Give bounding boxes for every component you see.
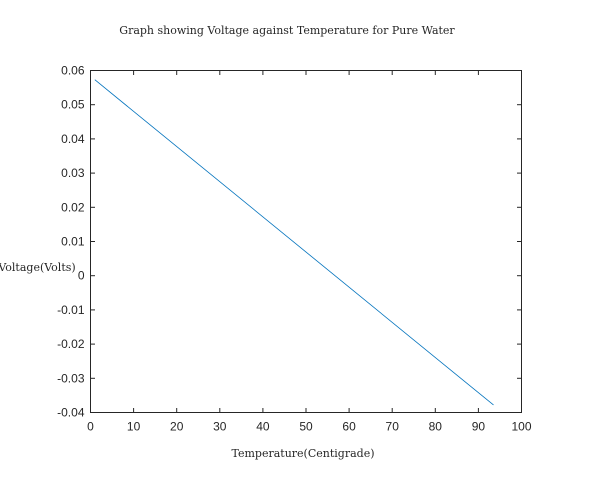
- y-axis-label: Voltage(Volts): [0, 261, 76, 274]
- x-tick-label: 0: [87, 420, 94, 434]
- y-tick-label: 0.05: [61, 98, 85, 112]
- y-tick-label: 0: [78, 269, 85, 283]
- y-tick-label: -0.04: [57, 406, 85, 420]
- y-tick-label: -0.03: [57, 371, 85, 385]
- x-tick-label: 20: [170, 420, 184, 434]
- plot-area: [90, 70, 522, 413]
- x-axis-label: Temperature(Centigrade): [231, 447, 374, 460]
- series-line: [94, 79, 494, 406]
- ticks-layer: 0 10 20 30 40 50 60 70 80 90 100 -0.04 -0.03 -0.02 -0.…: [57, 64, 532, 434]
- y-tick-label: -0.01: [57, 303, 85, 317]
- x-tick-label: 90: [472, 420, 486, 434]
- chart-title: Graph showing Voltage against Temperatur…: [119, 24, 455, 37]
- x-tick-label: 10: [127, 420, 141, 434]
- y-tick-label: -0.02: [57, 337, 85, 351]
- x-tick-label: 40: [256, 420, 270, 434]
- x-tick-label: 50: [299, 420, 313, 434]
- y-tick-label: 0.02: [61, 200, 85, 214]
- y-tick-label: 0.01: [61, 235, 85, 249]
- x-tick-label: 100: [511, 420, 531, 434]
- y-tick-label: 0.03: [61, 166, 85, 180]
- y-tick-label: 0.04: [61, 132, 85, 146]
- x-tick-label: 60: [342, 420, 356, 434]
- x-tick-label: 80: [429, 420, 443, 434]
- x-tick-label: 70: [386, 420, 400, 434]
- series-layer: [94, 79, 494, 406]
- x-tick-label: 30: [213, 420, 227, 434]
- y-tick-label: 0.06: [61, 64, 85, 78]
